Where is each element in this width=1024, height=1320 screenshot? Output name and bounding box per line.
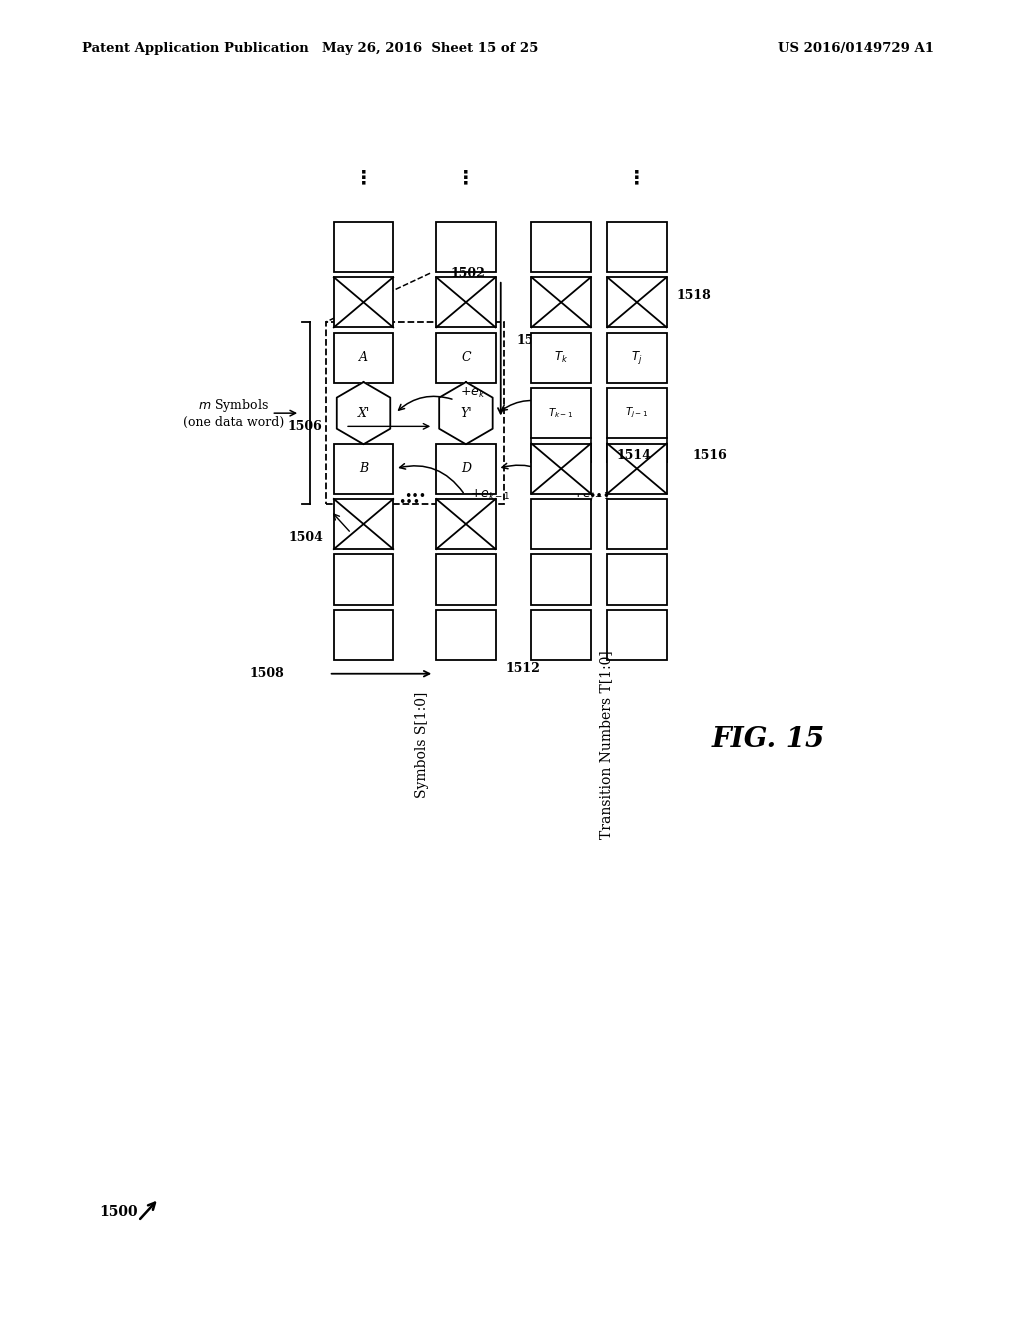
Bar — [436, 499, 496, 549]
Text: 1512: 1512 — [506, 661, 541, 675]
Text: $+e_{k-1}$: $+e_{k-1}$ — [470, 488, 511, 502]
Text: $T_j$: $T_j$ — [631, 350, 643, 366]
Text: 1516: 1516 — [692, 449, 727, 462]
Bar — [436, 444, 496, 494]
Text: May 26, 2016  Sheet 15 of 25: May 26, 2016 Sheet 15 of 25 — [322, 42, 539, 55]
Text: •••: ••• — [588, 490, 610, 503]
Bar — [531, 222, 591, 272]
Bar — [334, 444, 393, 494]
Text: $T_{k-1}$: $T_{k-1}$ — [549, 407, 573, 420]
Polygon shape — [439, 381, 493, 445]
Text: 1510: 1510 — [516, 334, 551, 347]
Text: A: A — [359, 351, 368, 364]
Text: D: D — [461, 462, 471, 475]
Bar — [334, 277, 393, 327]
Bar — [607, 554, 667, 605]
Text: $+e_k$: $+e_k$ — [460, 387, 485, 400]
Bar — [607, 277, 667, 327]
Bar — [334, 222, 393, 272]
Bar — [334, 333, 393, 383]
Bar — [531, 554, 591, 605]
Text: Y': Y' — [460, 407, 472, 420]
Bar — [607, 610, 667, 660]
Bar — [436, 333, 496, 383]
Bar — [531, 277, 591, 327]
Polygon shape — [337, 381, 390, 445]
Bar — [436, 222, 496, 272]
Text: Transition Numbers T[1:0]: Transition Numbers T[1:0] — [599, 651, 613, 838]
Text: $m$ Symbols
(one data word): $m$ Symbols (one data word) — [183, 397, 284, 429]
Text: 1518: 1518 — [677, 289, 712, 302]
Text: C: C — [461, 351, 471, 364]
Text: ⋮: ⋮ — [456, 169, 476, 187]
Text: •••: ••• — [403, 490, 426, 503]
Text: X': X' — [357, 407, 370, 420]
Text: 1508: 1508 — [250, 667, 285, 680]
Text: $T_k$: $T_k$ — [554, 350, 568, 366]
Text: $T_{j-1}$: $T_{j-1}$ — [626, 407, 648, 420]
Bar — [607, 499, 667, 549]
Bar — [436, 610, 496, 660]
Bar — [531, 333, 591, 383]
Text: $+e_{j-1}$: $+e_{j-1}$ — [572, 487, 610, 503]
Bar — [326, 322, 504, 504]
Bar — [607, 333, 667, 383]
Text: ⋮: ⋮ — [353, 169, 374, 187]
Text: Patent Application Publication: Patent Application Publication — [82, 42, 308, 55]
Bar — [334, 610, 393, 660]
Text: US 2016/0149729 A1: US 2016/0149729 A1 — [778, 42, 934, 55]
Bar — [334, 554, 393, 605]
Bar — [531, 610, 591, 660]
Text: FIG. 15: FIG. 15 — [712, 726, 824, 752]
Bar — [531, 499, 591, 549]
Bar — [531, 444, 591, 494]
Bar — [607, 444, 667, 494]
Bar — [607, 222, 667, 272]
Text: 1502: 1502 — [451, 267, 485, 280]
Text: ⋮: ⋮ — [627, 169, 647, 187]
Bar — [607, 388, 667, 438]
Bar — [334, 499, 393, 549]
Text: 1500: 1500 — [99, 1205, 138, 1218]
Bar — [436, 554, 496, 605]
Bar — [436, 277, 496, 327]
Text: 1514: 1514 — [616, 449, 651, 462]
Bar — [531, 388, 591, 438]
Text: 1506: 1506 — [288, 420, 323, 433]
Text: B: B — [359, 462, 368, 475]
Text: $e_j$: $e_j$ — [562, 392, 574, 408]
Text: 1504: 1504 — [289, 531, 324, 544]
Text: •••: ••• — [398, 496, 421, 510]
Text: Symbols S[1:0]: Symbols S[1:0] — [415, 692, 429, 797]
